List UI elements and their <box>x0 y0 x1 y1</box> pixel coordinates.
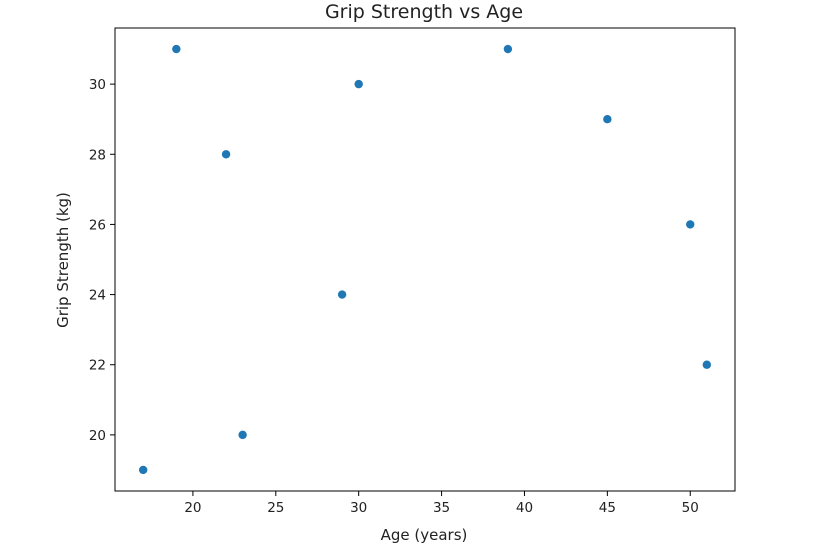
x-tick-label: 40 <box>516 500 533 516</box>
scatter-point <box>503 44 513 54</box>
x-tick-label: 35 <box>433 500 450 516</box>
scatter-point <box>172 44 181 54</box>
y-axis: 20 22 24 26 28 30 <box>89 77 115 444</box>
y-axis-label: Grip Strength (kg) <box>54 192 72 328</box>
y-tick-label: 20 <box>89 428 106 444</box>
scatter-point <box>138 465 148 475</box>
x-axis: 20 25 30 35 40 45 50 <box>184 491 699 516</box>
chart-title: Grip Strength vs Age <box>325 1 523 23</box>
y-tick-label: 28 <box>89 147 106 163</box>
plot-frame <box>114 27 736 492</box>
scatter-point <box>686 220 695 229</box>
y-tick-label: 22 <box>89 358 106 374</box>
scatter-point <box>603 114 612 124</box>
scatter-point <box>702 360 712 369</box>
x-tick-label: 30 <box>350 500 367 516</box>
x-tick-label: 25 <box>267 500 284 516</box>
scatter-points <box>138 44 712 475</box>
x-axis-label: Age (years) <box>381 526 468 544</box>
x-tick-label: 50 <box>682 500 699 516</box>
scatter-point <box>238 430 247 440</box>
scatter-point <box>337 290 347 299</box>
y-tick-label: 30 <box>89 77 106 93</box>
y-tick-label: 24 <box>89 288 106 304</box>
x-tick-label: 20 <box>184 500 201 516</box>
scatter-point <box>221 150 231 159</box>
x-tick-label: 45 <box>599 500 616 516</box>
scatter-point <box>354 79 363 89</box>
y-tick-label: 26 <box>89 217 106 233</box>
